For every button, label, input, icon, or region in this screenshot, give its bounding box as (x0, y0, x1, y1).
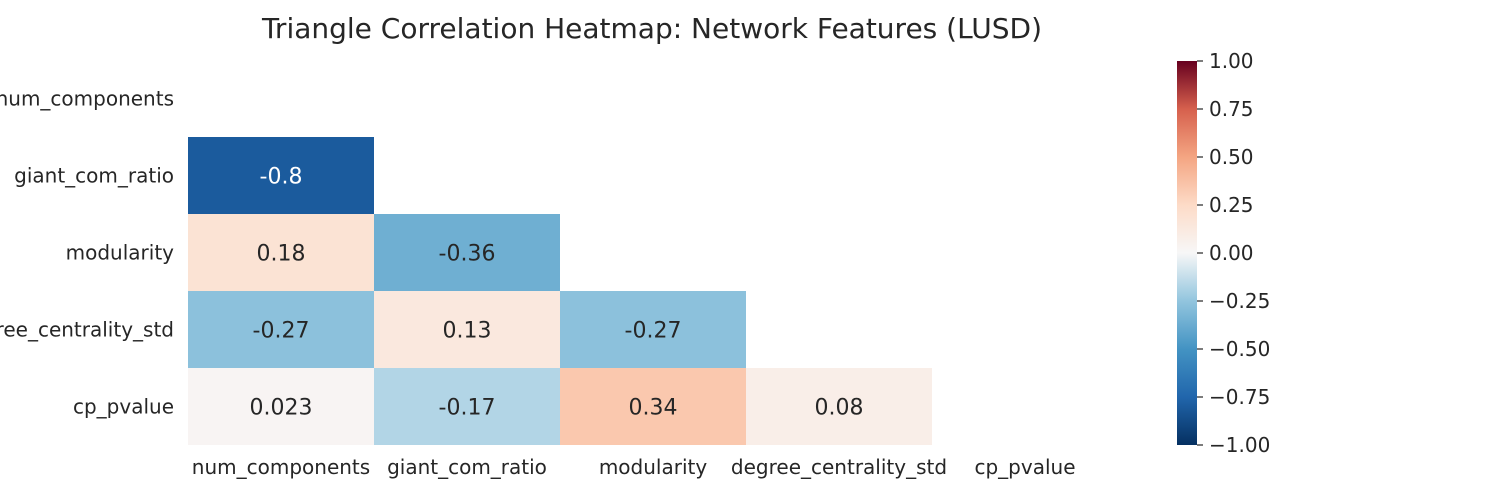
heatmap-cell-degree_centrality_std-num_components (188, 291, 374, 368)
colorbar-tick-label: −0.50 (1209, 337, 1270, 361)
x-tick-label: cp_pvalue (974, 455, 1075, 479)
colorbar-tick-label: 0.00 (1209, 241, 1254, 265)
y-tick-label: num_components (0, 87, 174, 111)
heatmap-cell-giant_com_ratio-num_components (188, 137, 374, 214)
y-tick-label: modularity (66, 241, 175, 265)
cell-value-label: -0.36 (439, 242, 496, 267)
y-tick-label: degree_centrality_std (0, 318, 174, 342)
colorbar-tick-label: 0.75 (1209, 97, 1254, 121)
colorbar-tick-label: 1.00 (1209, 49, 1254, 73)
y-axis-tick-labels: num_components giant_com_ratio modularity d… (0, 87, 174, 419)
heatmap-cell-cp_pvalue-giant_com_ratio (374, 368, 560, 445)
x-tick-label: giant_com_ratio (387, 455, 547, 479)
colorbar-gradient (1177, 61, 1197, 445)
y-tick-label: giant_com_ratio (14, 164, 174, 188)
heatmap-cell-modularity-num_components (188, 214, 374, 291)
colorbar-tick-label: 0.25 (1209, 193, 1254, 217)
heatmap-cell-degree_centrality_std-modularity (560, 291, 746, 368)
cell-value-label: 0.13 (443, 319, 492, 344)
heatmap-cell-cp_pvalue-degree_centrality_std (746, 368, 932, 445)
heatmap-cells: -0.8 0.18 -0.36 -0.27 0.13 -0.27 0.023 -0.17 0.3… (188, 137, 932, 445)
heatmap-cell-cp_pvalue-num_components (188, 368, 374, 445)
cell-value-label: 0.08 (815, 396, 864, 421)
cell-value-label: -0.27 (253, 319, 310, 344)
heatmap-cell-modularity-giant_com_ratio (374, 214, 560, 291)
colorbar-tick-label: −1.00 (1209, 433, 1270, 457)
colorbar-tick-label: −0.75 (1209, 385, 1270, 409)
heatmap-cell-cp_pvalue-modularity (560, 368, 746, 445)
x-tick-label: num_components (192, 455, 370, 479)
cell-value-label: -0.27 (625, 319, 682, 344)
x-tick-label: degree_centrality_std (731, 455, 947, 479)
cell-value-label: -0.17 (439, 396, 496, 421)
colorbar-ticks: 1.00 0.75 0.50 0.25 0.00 −0.25 −0.50 −0.75 −1.00 (1197, 49, 1270, 457)
cell-value-label: 0.023 (250, 396, 313, 421)
x-tick-label: modularity (599, 455, 708, 479)
colorbar: 1.00 0.75 0.50 0.25 0.00 −0.25 −0.50 −0.75 −1.00 (1177, 49, 1270, 457)
colorbar-tick-label: 0.50 (1209, 145, 1254, 169)
heatmap-cell-degree_centrality_std-giant_com_ratio (374, 291, 560, 368)
x-axis-tick-labels: num_components giant_com_ratio modularity d… (192, 455, 1076, 479)
y-tick-label: cp_pvalue (73, 395, 174, 419)
chart-title: Triangle Correlation Heatmap: Network Fe… (261, 12, 1042, 45)
cell-value-label: -0.8 (260, 165, 303, 190)
cell-value-label: 0.34 (629, 396, 678, 421)
colorbar-tick-label: −0.25 (1209, 289, 1270, 313)
cell-value-label: 0.18 (257, 242, 306, 267)
